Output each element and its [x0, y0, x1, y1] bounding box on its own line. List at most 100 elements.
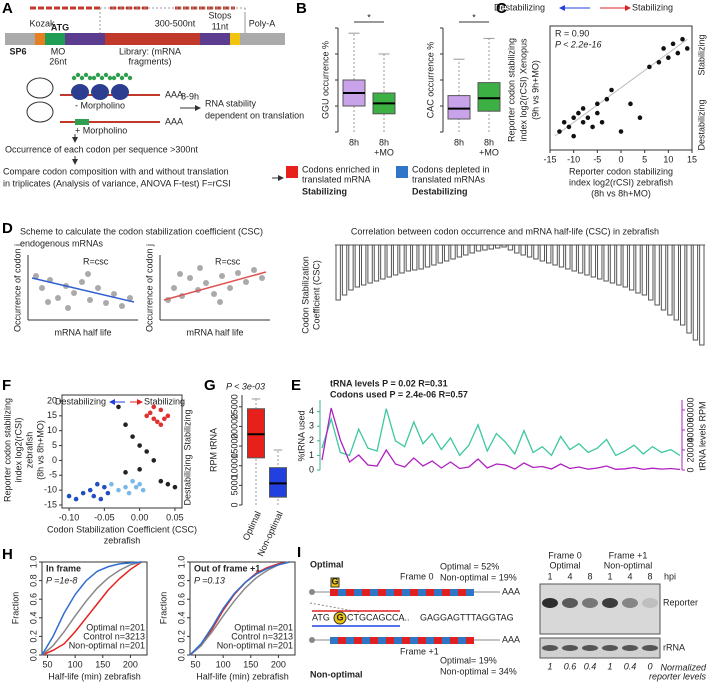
y-tick-label: 0 [52, 455, 57, 465]
y-tick-label: 10000 [229, 453, 239, 478]
legend-label: Optimal n=201 [234, 622, 293, 632]
bar [424, 244, 431, 268]
box [447, 95, 471, 120]
peptide [99, 75, 105, 81]
point [123, 470, 128, 475]
peptide [71, 75, 77, 81]
label: ATG [51, 22, 69, 32]
label: Non-optimal = 34% [440, 666, 517, 676]
construct-segment [240, 33, 285, 45]
dot [111, 291, 117, 297]
y-tick-label: -15 [44, 499, 57, 509]
point [165, 481, 171, 487]
point [102, 484, 107, 490]
category-label: Optimal [241, 510, 263, 542]
x-tick-label: 0 [618, 154, 623, 164]
label: Correlation between codon occurrence and… [351, 226, 659, 236]
band [642, 645, 658, 651]
peptide [83, 72, 89, 78]
plot-frame [61, 394, 183, 509]
label: zebrafish [104, 535, 141, 545]
legend-label: Control n=3213 [83, 631, 145, 641]
ribosome [91, 84, 109, 100]
series-line [321, 407, 681, 471]
bar [628, 244, 635, 291]
codon-block [362, 637, 370, 644]
label: Codons enriched in [302, 164, 380, 174]
label: rRNA [663, 642, 685, 652]
y-tick-label: 10 [47, 425, 57, 435]
x-tick-label: -10 [567, 154, 580, 164]
bar [437, 244, 443, 264]
point [137, 467, 142, 472]
x-tick-label: 5 [642, 154, 647, 164]
label: 0.6 [564, 661, 577, 671]
point [116, 487, 121, 493]
dot [85, 271, 91, 277]
label: 4 [567, 571, 572, 581]
band [582, 645, 598, 651]
label: Non-optimal = 19% [440, 572, 517, 582]
embryo [26, 77, 54, 99]
dot [197, 265, 203, 271]
label: 0.4 [624, 661, 637, 671]
label: Stabilizing [696, 34, 706, 75]
dot [177, 271, 183, 277]
label: ATG [312, 612, 330, 622]
label: %tRNA used [296, 410, 306, 461]
bar [679, 244, 686, 326]
point [158, 422, 164, 428]
point [137, 443, 142, 448]
dot [217, 299, 223, 305]
fit-line [31, 277, 135, 303]
bar [686, 244, 692, 334]
y-tick-label: 0.8 [176, 574, 186, 587]
label: * [367, 12, 371, 22]
label: G [331, 576, 338, 586]
label: 1 [607, 661, 612, 671]
label: Codons used P = 2.4e-06 R=0.57 [330, 389, 468, 399]
panel-letter: H [2, 546, 13, 563]
x-tick-label: 100 [216, 659, 231, 669]
label: endogenous mRNAs [20, 238, 104, 248]
point [656, 60, 662, 65]
gel-rrna [539, 637, 661, 659]
label: CAC occurrence % [425, 42, 435, 119]
label: 8h [349, 137, 359, 147]
point [130, 434, 135, 439]
fit-line [163, 271, 267, 301]
label: Non-optimal [310, 669, 363, 679]
bar [590, 244, 597, 278]
bar [609, 244, 616, 284]
guide [309, 602, 361, 613]
codon-block [410, 637, 418, 644]
ribosome [71, 84, 89, 100]
dot [79, 279, 85, 285]
label: (8h vs 8h+MO) [35, 420, 45, 480]
codon-block [418, 637, 426, 644]
point [73, 496, 79, 502]
label: RPM tRNA [208, 428, 218, 472]
point [144, 413, 150, 419]
ribosome [111, 84, 129, 100]
bar [501, 244, 507, 248]
bar [514, 244, 520, 254]
y-tick-label: 20 [47, 395, 57, 405]
y-tick-label: -5 [49, 470, 57, 480]
bar [418, 244, 424, 270]
label: Destabilizing [55, 396, 106, 406]
band [562, 645, 578, 651]
dot [243, 279, 249, 285]
label: P < 3e-03 [226, 381, 265, 391]
codon-block [346, 589, 354, 596]
point [561, 120, 567, 125]
codon-block [450, 637, 458, 644]
bar [616, 244, 622, 286]
point [147, 410, 153, 416]
label: Stabilizing [144, 396, 185, 406]
bar [373, 244, 380, 282]
label: AAA [165, 89, 183, 99]
bar [361, 244, 367, 286]
bar [552, 244, 558, 266]
construct-segment [5, 33, 35, 45]
